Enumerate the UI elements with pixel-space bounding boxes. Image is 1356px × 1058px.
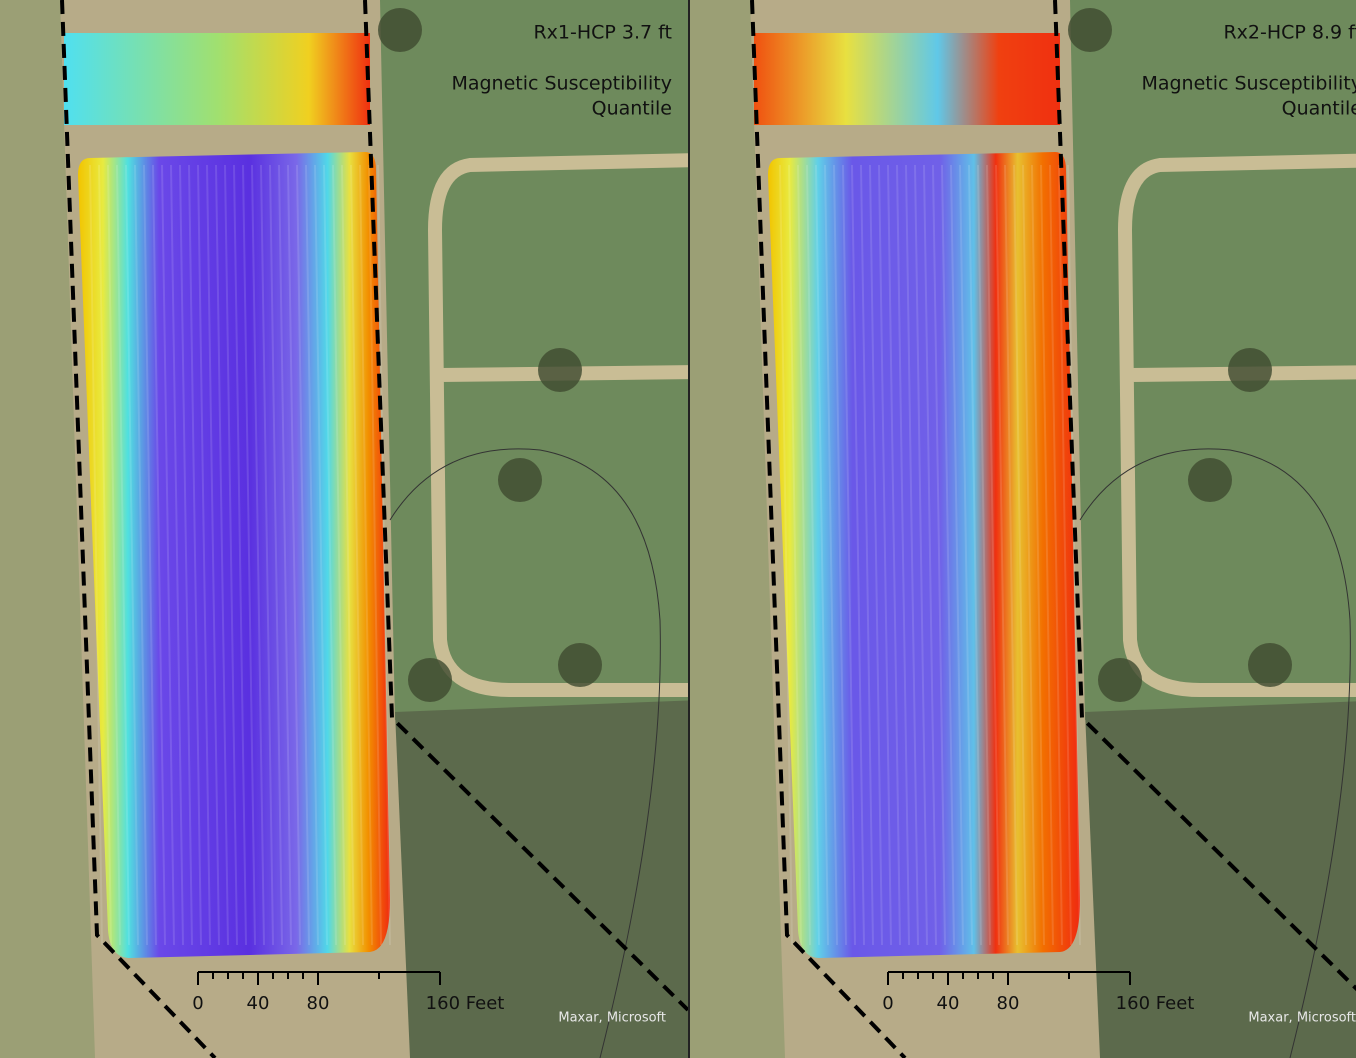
scale-label: 40 bbox=[937, 993, 960, 1014]
legend-title: Quantile bbox=[592, 98, 672, 120]
map-panel: Rx1-HCP 3.7 ft Magnetic Susceptibility Qua… bbox=[0, 0, 700, 1058]
tree bbox=[1068, 8, 1112, 52]
tree bbox=[498, 458, 542, 502]
legend-title: Magnetic Susceptibility bbox=[451, 73, 672, 95]
page: Rx1-HCP 3.7 ft Magnetic Susceptibility Qua… bbox=[0, 0, 1356, 1058]
scale-label: 40 bbox=[247, 993, 270, 1014]
legend-title: Quantile bbox=[1282, 98, 1356, 120]
panel-title: Rx2-HCP 8.9 ft bbox=[1223, 22, 1356, 44]
tree bbox=[1098, 658, 1142, 702]
panel-title: Rx1-HCP 3.7 ft bbox=[533, 22, 672, 44]
tree bbox=[558, 643, 602, 687]
tree bbox=[1228, 348, 1272, 392]
legend-title: Magnetic Susceptibility bbox=[1141, 73, 1356, 95]
tree bbox=[378, 8, 422, 52]
tree bbox=[408, 658, 452, 702]
map-panel: Rx2-HCP 8.9 ft Magnetic Susceptibility Qua… bbox=[690, 0, 1356, 1058]
scale-label: 160 Feet bbox=[1116, 993, 1195, 1014]
survey-top-strip bbox=[64, 33, 370, 125]
tree bbox=[538, 348, 582, 392]
scale-label: 160 Feet bbox=[426, 993, 505, 1014]
attribution: Maxar, Microsoft bbox=[1248, 1011, 1356, 1026]
tree bbox=[1188, 458, 1232, 502]
map-figure: Rx1-HCP 3.7 ft Magnetic Susceptibility Qua… bbox=[0, 0, 1356, 1058]
survey-top-strip bbox=[754, 33, 1060, 125]
tree bbox=[1248, 643, 1292, 687]
attribution: Maxar, Microsoft bbox=[558, 1011, 666, 1026]
scale-label: 80 bbox=[307, 993, 330, 1014]
scale-label: 0 bbox=[192, 993, 203, 1014]
scale-label: 0 bbox=[882, 993, 893, 1014]
scale-label: 80 bbox=[997, 993, 1020, 1014]
